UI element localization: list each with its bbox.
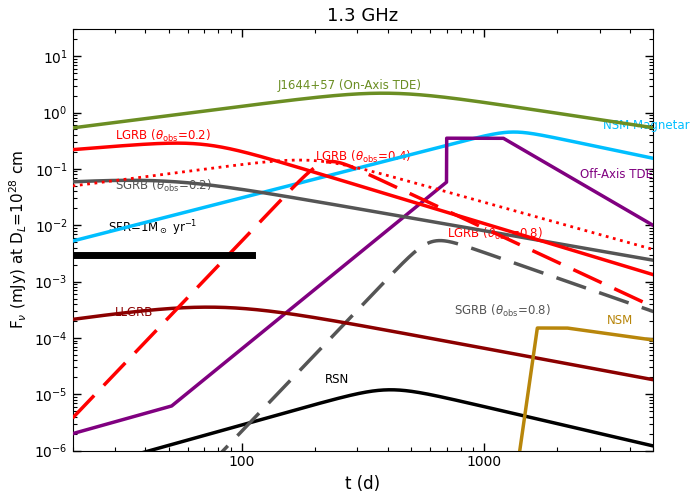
Text: SFR=1M$_\odot$ yr$^{-1}$: SFR=1M$_\odot$ yr$^{-1}$ [108, 218, 197, 238]
Text: NSM: NSM [606, 314, 633, 328]
Y-axis label: F$_\nu$ (mJy) at D$_L$=10$^{28}$ cm: F$_\nu$ (mJy) at D$_L$=10$^{28}$ cm [7, 150, 29, 330]
Text: LLGRB: LLGRB [116, 306, 153, 319]
Text: SGRB ($\theta_{\rm obs}$=0.8): SGRB ($\theta_{\rm obs}$=0.8) [454, 303, 551, 319]
Text: SGRB ($\theta_{\rm obs}$=0.2): SGRB ($\theta_{\rm obs}$=0.2) [116, 178, 212, 194]
Text: RSN: RSN [325, 374, 349, 386]
X-axis label: t (d): t (d) [345, 475, 381, 493]
Text: Off-Axis TDE: Off-Axis TDE [580, 168, 654, 181]
Text: NSM Magnetar: NSM Magnetar [603, 118, 690, 132]
Text: LGRB ($\theta_{\rm obs}$=0.8): LGRB ($\theta_{\rm obs}$=0.8) [447, 226, 542, 242]
Text: LGRB ($\theta_{\rm obs}$=0.2): LGRB ($\theta_{\rm obs}$=0.2) [116, 128, 211, 144]
Title: 1.3 GHz: 1.3 GHz [328, 7, 398, 25]
Text: LGRB ($\theta_{\rm obs}$=0.4): LGRB ($\theta_{\rm obs}$=0.4) [315, 148, 411, 164]
Text: J1644+57 (On-Axis TDE): J1644+57 (On-Axis TDE) [277, 79, 421, 92]
